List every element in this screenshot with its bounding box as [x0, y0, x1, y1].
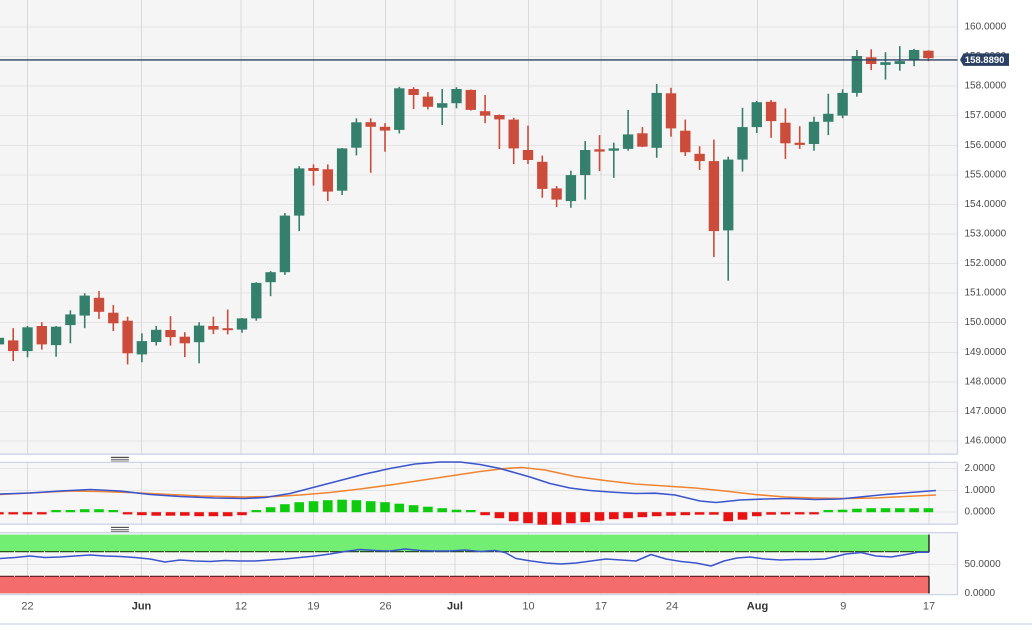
svg-text:17: 17 [595, 601, 607, 613]
svg-text:Jun: Jun [132, 601, 152, 613]
svg-text:1.0000: 1.0000 [965, 485, 996, 496]
svg-text:9: 9 [840, 601, 846, 613]
svg-text:152.0000: 152.0000 [965, 258, 1007, 269]
svg-text:148.0000: 148.0000 [965, 376, 1007, 387]
svg-text:12: 12 [235, 601, 247, 613]
svg-text:2.0000: 2.0000 [965, 463, 996, 474]
svg-text:Aug: Aug [747, 601, 768, 613]
svg-text:19: 19 [307, 601, 319, 613]
svg-text:26: 26 [379, 601, 391, 613]
svg-text:153.0000: 153.0000 [965, 228, 1007, 239]
svg-text:155.0000: 155.0000 [965, 169, 1007, 180]
svg-text:156.0000: 156.0000 [965, 140, 1007, 151]
svg-text:149.0000: 149.0000 [965, 347, 1007, 358]
svg-text:0.0000: 0.0000 [965, 507, 996, 518]
svg-text:161.0000: 161.0000 [965, 0, 1007, 3]
svg-text:151.0000: 151.0000 [965, 288, 1007, 299]
svg-text:150.0000: 150.0000 [965, 317, 1007, 328]
svg-text:24: 24 [666, 601, 678, 613]
svg-text:0.0000: 0.0000 [965, 588, 996, 599]
svg-text:50.0000: 50.0000 [965, 559, 1002, 570]
svg-text:146.0000: 146.0000 [965, 435, 1007, 446]
svg-text:17: 17 [923, 601, 935, 613]
svg-text:22: 22 [21, 601, 33, 613]
svg-text:158.0000: 158.0000 [965, 81, 1007, 92]
svg-text:154.0000: 154.0000 [965, 199, 1007, 210]
svg-text:160.0000: 160.0000 [965, 22, 1007, 33]
svg-text:147.0000: 147.0000 [965, 406, 1007, 417]
svg-text:Jul: Jul [447, 601, 463, 613]
svg-text:157.0000: 157.0000 [965, 110, 1007, 121]
svg-text:158.8890: 158.8890 [965, 55, 1005, 66]
svg-text:10: 10 [522, 601, 534, 613]
